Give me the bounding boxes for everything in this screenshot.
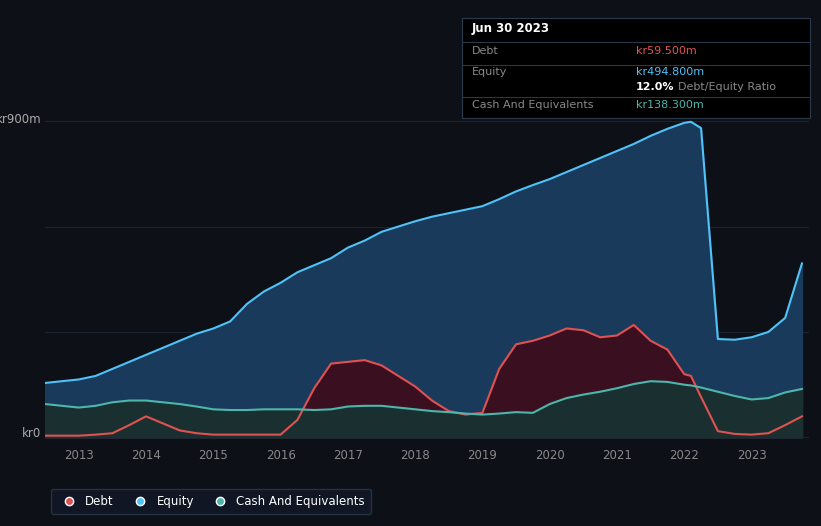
Text: kr138.300m: kr138.300m <box>636 100 704 110</box>
Text: kr0: kr0 <box>22 428 41 440</box>
Text: Jun 30 2023: Jun 30 2023 <box>472 22 550 35</box>
Text: kr59.500m: kr59.500m <box>636 46 697 56</box>
Text: Equity: Equity <box>472 67 507 77</box>
Legend: Debt, Equity, Cash And Equivalents: Debt, Equity, Cash And Equivalents <box>51 489 371 514</box>
Text: Debt/Equity Ratio: Debt/Equity Ratio <box>678 82 776 92</box>
Text: 12.0%: 12.0% <box>636 82 675 92</box>
Text: Debt: Debt <box>472 46 498 56</box>
Text: kr900m: kr900m <box>0 113 41 126</box>
Text: kr494.800m: kr494.800m <box>636 67 704 77</box>
Text: Cash And Equivalents: Cash And Equivalents <box>472 100 594 110</box>
